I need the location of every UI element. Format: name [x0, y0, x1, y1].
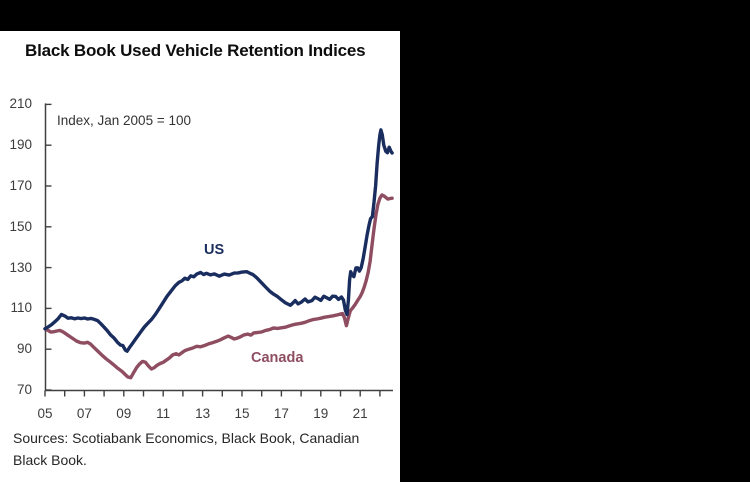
y-axis-tick-label: 170: [9, 178, 32, 193]
canada-series-label: Canada: [251, 350, 304, 366]
y-axis-tick-label: 190: [9, 137, 32, 153]
y-axis-tick-label: 130: [9, 259, 32, 275]
chart-title: Black Book Used Vehicle Retention Indice…: [25, 41, 366, 60]
y-axis-tick-label: 70: [16, 382, 32, 397]
x-axis-tick-label: 15: [234, 406, 250, 421]
x-axis-tick-label: 07: [76, 406, 92, 421]
sources-note: Sources: Scotiabank Economics, Black Boo…: [13, 430, 360, 468]
us-series-label: US: [204, 242, 225, 258]
x-axis-tick-label: 21: [352, 406, 368, 421]
y-axis-tick-label: 210: [9, 96, 32, 112]
y-axis-tick-label: 150: [9, 218, 32, 234]
y-axis-tick-label: 110: [10, 300, 32, 316]
x-axis-tick-label: 17: [273, 406, 289, 421]
index-base-note: Index, Jan 2005 = 100: [57, 113, 191, 128]
x-axis-tick-label: 19: [313, 406, 329, 421]
y-axis-tick-label: 90: [16, 341, 32, 357]
plot-canvas: [43, 103, 394, 397]
x-axis-tick-label: 11: [156, 406, 171, 421]
x-axis-tick-label: 05: [37, 406, 53, 421]
x-axis-tick-label: 13: [195, 406, 211, 421]
x-axis-tick-label: 09: [116, 406, 132, 421]
right-black-panel: [400, 0, 750, 482]
